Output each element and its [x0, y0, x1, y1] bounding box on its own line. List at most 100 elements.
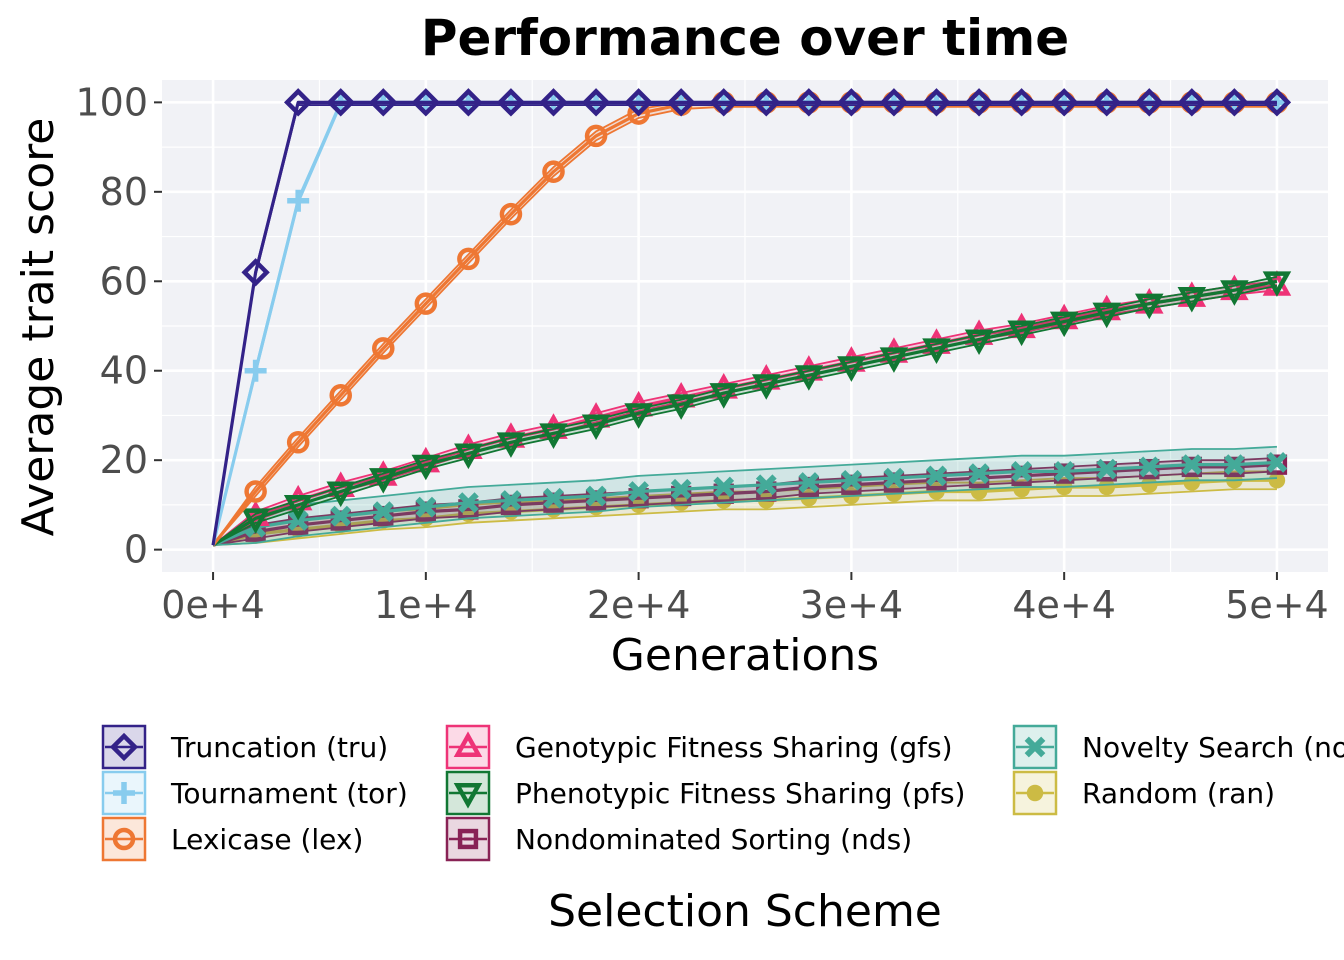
data-point	[670, 478, 692, 500]
data-point	[369, 460, 398, 486]
data-point	[1007, 320, 1036, 347]
y-tick-label: 20	[100, 438, 148, 482]
legend-label: Novelty Search (nov)	[1082, 731, 1344, 764]
series-0	[211, 88, 1292, 546]
data-point	[411, 446, 441, 473]
data-point	[709, 88, 738, 117]
data-point	[543, 487, 564, 509]
data-point	[1098, 478, 1115, 496]
legend-label: Genotypic Fitness Sharing (gfs)	[515, 731, 953, 764]
legend-title: Selection Scheme	[548, 886, 942, 937]
data-point	[287, 510, 309, 531]
data-point	[326, 88, 355, 117]
data-point	[1138, 456, 1160, 478]
data-point	[458, 492, 479, 514]
legend-marker	[1026, 784, 1044, 802]
legend-label: Lexicase (lex)	[171, 823, 363, 856]
data-point	[755, 474, 777, 496]
data-point	[457, 247, 480, 271]
data-point	[883, 467, 905, 489]
data-point	[624, 88, 653, 117]
data-point	[411, 88, 441, 117]
data-point	[1049, 311, 1079, 338]
series-layer	[211, 88, 1292, 547]
x-tick-label: 4e+4	[1012, 583, 1116, 627]
series-band-lower	[213, 488, 1277, 547]
legend-marker	[1024, 736, 1046, 758]
legend: Truncation (tru) Tournament (tor) Lexicase…	[101, 724, 1344, 862]
data-point	[542, 160, 565, 183]
data-point	[926, 465, 947, 487]
data-point	[713, 476, 735, 498]
data-point	[584, 124, 608, 148]
legend-marker	[113, 782, 135, 804]
legend-marker	[112, 827, 136, 851]
data-point	[964, 329, 994, 356]
data-point	[879, 347, 909, 373]
series-line	[212, 460, 1278, 547]
data-point	[798, 472, 820, 493]
y-tick-label: 100	[75, 80, 148, 124]
data-point	[1011, 460, 1032, 482]
x-axis-title: Generations	[611, 630, 879, 681]
data-point	[369, 468, 398, 494]
data-point	[500, 490, 522, 511]
data-point	[1092, 302, 1122, 329]
series-band-upper	[212, 445, 1277, 546]
y-axis-title: Average trait score	[13, 118, 64, 537]
data-point	[241, 258, 270, 287]
series-band-lower	[213, 477, 1277, 547]
data-point	[1262, 271, 1292, 297]
x-tick-label: 3e+4	[800, 583, 904, 627]
legend-marker	[453, 731, 483, 757]
data-point	[496, 88, 526, 117]
data-point	[330, 505, 352, 527]
legend-marker	[457, 828, 479, 850]
legend-item-0: Truncation (tru)	[101, 724, 388, 770]
data-point	[283, 88, 313, 117]
data-point	[1135, 88, 1164, 117]
series-band	[213, 457, 1277, 546]
data-point	[968, 463, 990, 484]
x-tick-label: 1e+4	[374, 583, 478, 627]
data-point	[286, 431, 310, 454]
data-point	[372, 337, 395, 360]
legend-item-6: Novelty Search (nov)	[1012, 724, 1344, 770]
data-point	[964, 88, 994, 117]
data-point	[581, 88, 611, 117]
data-point	[329, 384, 352, 407]
data-point	[841, 469, 862, 491]
data-point	[496, 432, 526, 458]
data-point	[837, 356, 866, 382]
plot-panel	[162, 80, 1328, 572]
x-tick-label: 0e+4	[161, 583, 265, 627]
data-point	[585, 485, 607, 507]
data-point	[415, 496, 437, 518]
legend-marker	[453, 783, 483, 809]
y-axis: 0 20 40 60 80 100	[75, 80, 162, 572]
data-point	[372, 501, 394, 522]
legend-item-5: Nondominated Sorting (nds)	[445, 816, 912, 862]
data-point	[539, 423, 568, 449]
legend-item-2: Lexicase (lex)	[101, 816, 363, 862]
data-point	[628, 481, 649, 502]
data-point	[794, 88, 824, 117]
legend-label: Random (ran)	[1082, 777, 1275, 810]
x-tick-label: 5e+4	[1225, 583, 1329, 627]
y-tick-label: 0	[124, 528, 148, 572]
series-6	[212, 445, 1288, 547]
legend-item-1: Tournament (tor)	[101, 770, 408, 816]
data-point	[369, 88, 398, 117]
data-point	[666, 88, 696, 117]
x-tick-label: 2e+4	[587, 583, 691, 627]
data-point	[287, 189, 310, 212]
data-point	[922, 88, 951, 117]
data-point	[1049, 88, 1079, 117]
data-point	[1220, 88, 1249, 117]
data-point	[1177, 88, 1207, 117]
data-point	[414, 292, 438, 315]
data-point	[1053, 460, 1075, 482]
data-point	[244, 359, 267, 382]
data-point	[1141, 476, 1158, 494]
data-point	[1177, 286, 1207, 313]
